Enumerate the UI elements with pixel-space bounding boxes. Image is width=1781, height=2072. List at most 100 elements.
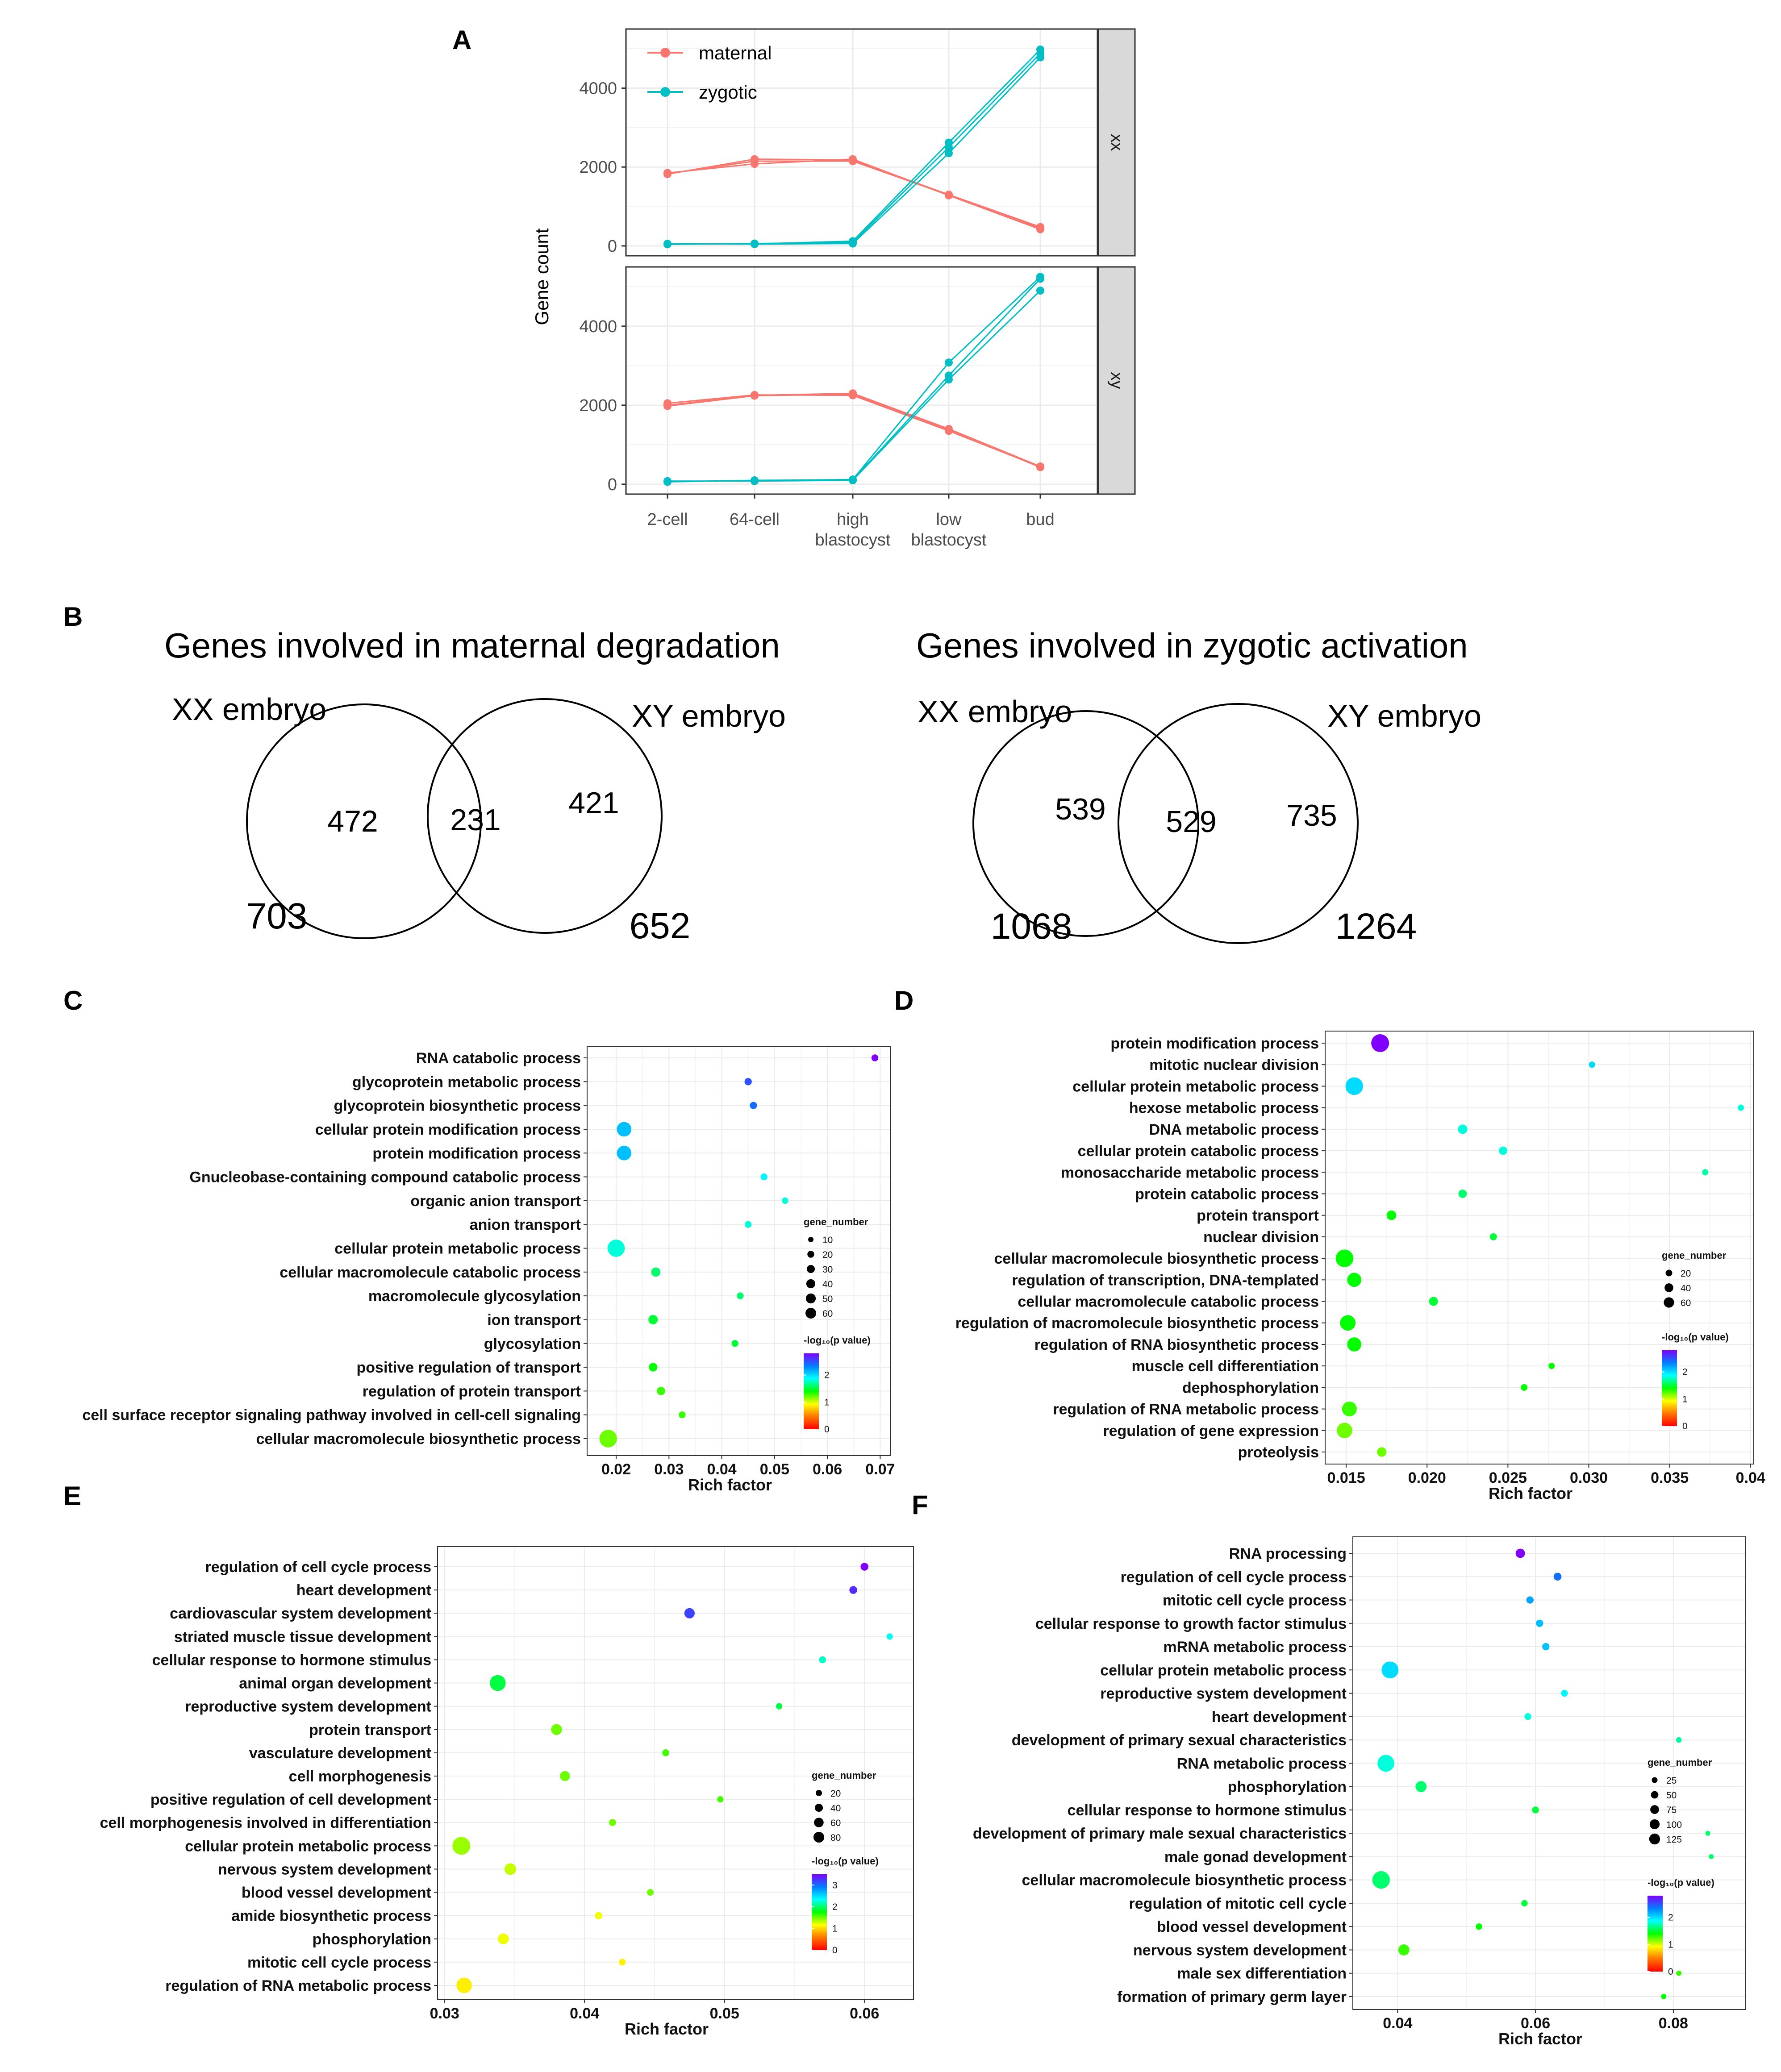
bubble-reproductive-system-development (776, 1703, 783, 1710)
bubble-mitotic-nuclear-division (1589, 1061, 1595, 1068)
venn-zygotic-overlap: 529 (1166, 805, 1216, 839)
size-legend-label: 20 (822, 1250, 833, 1260)
x-tick-label: 0.05 (760, 1461, 789, 1478)
term-label-positive-regulation-of-transport: positive regulation of transport (357, 1359, 581, 1376)
panel-e-go-enrichment: 0.03 0.04 0.05 0.06 regulation of cell cycle… (100, 1546, 914, 2038)
color-legend-title: -log₁₀(p value) (1662, 1331, 1729, 1343)
panel-label-d: D (894, 986, 913, 1015)
venn-maternal-degradation: Genes involved in maternal degradation X… (164, 626, 786, 946)
zygotic-point (1036, 287, 1044, 295)
venn-zygotic-left-circle (972, 710, 1199, 937)
term-label-cellular-macromolecule-biosynthetic-process: cellular macromolecule biosynthetic proc… (994, 1250, 1319, 1267)
x-tick-label: 0.04 (570, 2005, 599, 2022)
term-label-cellular-protein-metabolic-process: cellular protein metabolic process (185, 1838, 431, 1855)
size-legend-label: 30 (822, 1265, 833, 1275)
term-label-rna-metabolic-process: RNA metabolic process (1177, 1755, 1347, 1772)
size-legend-key (816, 1790, 822, 1796)
facet-plot-background (626, 29, 1097, 256)
venn-zygotic-left-total: 1068 (991, 906, 1072, 947)
bubble-dna-metabolic-process (1458, 1124, 1468, 1134)
size-legend-key (814, 1818, 824, 1827)
bubble-mitotic-cell-cycle-process (1526, 1596, 1534, 1604)
term-label-cellular-response-to-hormone-stimulus: cellular response to hormone stimulus (1068, 1802, 1347, 1819)
venn-zygotic-right-total: 1264 (1335, 906, 1417, 947)
zygotic-point (751, 239, 759, 248)
x-tick-label: 0.035 (1651, 1469, 1689, 1486)
facet-strip (1097, 28, 1136, 257)
size-legend-key (814, 1803, 823, 1812)
color-legend-title: -log₁₀(p value) (1648, 1877, 1714, 1888)
bubble-cell-morphogenesis-involved-in-differentiation (609, 1819, 616, 1827)
term-label-organic-anion-transport: organic anion transport (410, 1193, 581, 1210)
zygotic-point (751, 476, 759, 485)
term-label-mitotic-nuclear-division: mitotic nuclear division (1149, 1057, 1319, 1073)
bubble-phosphorylation (1415, 1781, 1427, 1793)
panel-a-facet-xy: 0 2000 4000 xy (579, 266, 1136, 495)
size-legend-label: 60 (822, 1309, 833, 1319)
size-legend-label: 75 (1666, 1805, 1677, 1815)
term-label-cellular-macromolecule-catabolic-process: cellular macromolecule catabolic process (1018, 1294, 1319, 1311)
term-label-regulation-of-rna-biosynthetic-process: regulation of RNA biosynthetic process (1034, 1336, 1319, 1353)
size-legend-label: 50 (822, 1294, 833, 1304)
term-label-development-of-primary-sexual-characteristics: development of primary sexual characteri… (1012, 1732, 1347, 1749)
bubble-cardiovascular-system-development (684, 1608, 695, 1618)
bubble-cellular-macromolecule-catabolic-process (651, 1267, 661, 1277)
legend-maternal-label: maternal (699, 42, 772, 63)
bubble-cellular-macromolecule-catabolic-process (1429, 1297, 1438, 1306)
term-label-cell-morphogenesis-involved-in-differentiation: cell morphogenesis involved in different… (100, 1814, 431, 1831)
term-label-regulation-of-gene-expression: regulation of gene expression (1103, 1423, 1319, 1440)
color-legend-label: 1 (824, 1397, 830, 1407)
bubble-blood-vessel-development (1476, 1923, 1482, 1930)
facet-panel-border (625, 266, 1098, 495)
color-legend-bar (804, 1353, 819, 1429)
venn-zygotic-right-only: 735 (1286, 799, 1337, 832)
venn-maternal-right-total: 652 (630, 906, 691, 946)
legend-maternal-point (660, 48, 670, 58)
term-label-phosphorylation: phosphorylation (313, 1931, 431, 1948)
bubble-heart-development (849, 1586, 858, 1594)
bubble-glycoprotein-metabolic-process (744, 1078, 752, 1086)
size-legend-label: 60 (1681, 1298, 1691, 1308)
term-label-regulation-of-cell-cycle-process: regulation of cell cycle process (205, 1559, 431, 1576)
y-tick-label: 2000 (579, 158, 617, 177)
bubble-glycosylation (731, 1340, 738, 1347)
maternal-point (1036, 224, 1044, 233)
bubble-striated-muscle-tissue-development (886, 1633, 893, 1640)
term-label-protein-transport: protein transport (1197, 1207, 1319, 1224)
bubble-rna-processing (1515, 1548, 1525, 1558)
term-label-heart-development: heart development (296, 1582, 431, 1599)
x-tick-label: 0.015 (1327, 1469, 1365, 1486)
term-label-ion-transport: ion transport (487, 1311, 581, 1328)
color-legend-label: 2 (1682, 1367, 1688, 1377)
bubble-cellular-protein-metabolic-process (1381, 1661, 1399, 1679)
term-label-muscle-cell-differentiation: muscle cell differentiation (1132, 1358, 1319, 1375)
size-legend-key (805, 1308, 816, 1319)
size-legend-label: 100 (1666, 1820, 1682, 1830)
bubble-cellular-protein-metabolic-process (452, 1837, 471, 1855)
panel-a-legend: maternal zygotic (647, 42, 772, 103)
bubble-cellular-response-to-growth-factor-stimulus (1536, 1619, 1543, 1627)
maternal-point (663, 402, 672, 410)
size-legend-key (1650, 1805, 1659, 1814)
size-legend-label: 50 (1666, 1790, 1677, 1801)
legend-zygotic-point (660, 87, 670, 97)
term-label-striated-muscle-tissue-development: striated muscle tissue development (174, 1628, 431, 1645)
color-legend-label: 1 (832, 1923, 838, 1934)
bubble-cellular-protein-metabolic-process (607, 1240, 625, 1257)
size-legend-label: 25 (1666, 1776, 1677, 1786)
size-legend-key (1652, 1777, 1658, 1783)
bubble-development-of-primary-male-sexual-characteristics (1705, 1831, 1710, 1836)
bubble-cellular-macromolecule-biosynthetic-process (599, 1430, 617, 1448)
size-legend-key (813, 1831, 825, 1843)
y-tick-label: 2000 (579, 396, 617, 415)
bubble-mrna-metabolic-process (1542, 1643, 1550, 1651)
term-label-protein-transport: protein transport (309, 1722, 431, 1739)
bubble-hexose-metabolic-process (1737, 1104, 1744, 1111)
x-tick-label: 0.03 (430, 2005, 459, 2022)
panel-label-c: C (63, 986, 83, 1015)
bubble-dephosphorylation (1521, 1384, 1528, 1391)
y-tick-label: 4000 (579, 79, 617, 98)
y-tick-label: 4000 (579, 317, 617, 336)
bubble-cellular-protein-catabolic-process (1499, 1146, 1507, 1155)
facet-strip-label-xy: xy (1107, 372, 1126, 389)
